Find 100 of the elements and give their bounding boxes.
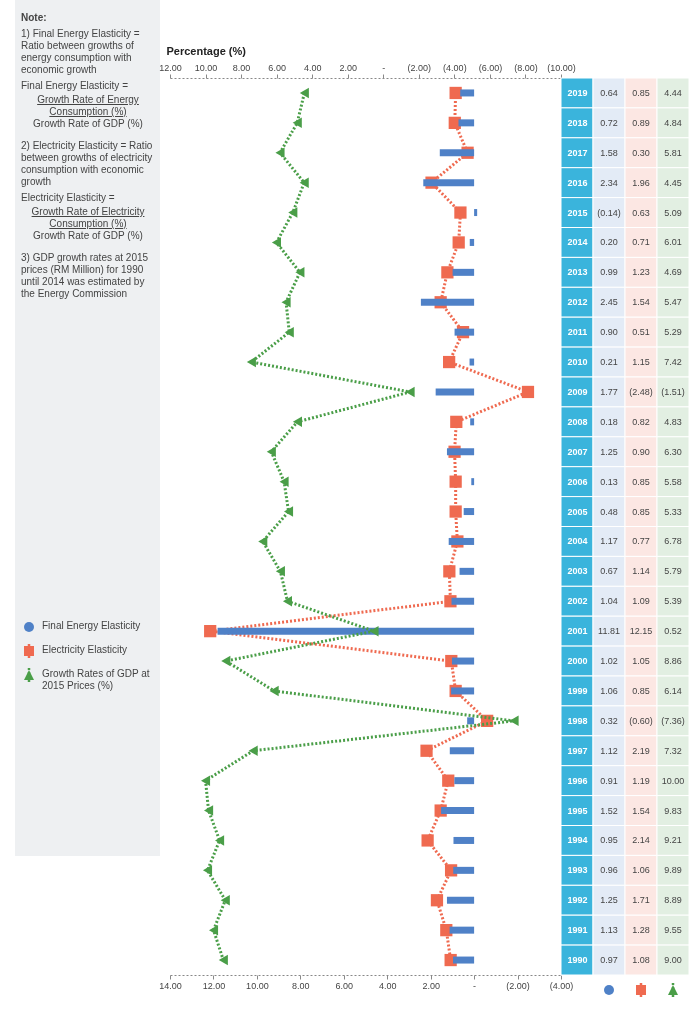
data-label: 0.52 — [664, 626, 682, 637]
point — [218, 954, 228, 966]
data-label: 0.82 — [632, 416, 650, 427]
bar — [449, 926, 475, 934]
y-tick-label: 2016 — [567, 177, 588, 188]
data-label: 1.19 — [632, 775, 650, 786]
point — [450, 415, 463, 428]
point — [204, 625, 217, 638]
data-label: 0.64 — [600, 87, 618, 98]
point — [288, 207, 298, 218]
point — [443, 565, 456, 578]
data-label: 1.06 — [600, 685, 618, 696]
bar — [435, 388, 475, 396]
data-label: 2.19 — [632, 745, 650, 756]
data-label: 1.23 — [632, 267, 650, 278]
data-label: 0.30 — [632, 147, 650, 158]
y-tick-label: 2013 — [567, 267, 588, 278]
data-label: 0.48 — [600, 506, 618, 517]
data-label: 1.96 — [632, 177, 650, 188]
data-label: 0.21 — [600, 357, 618, 368]
data-label: 5.39 — [664, 596, 682, 607]
y-tick-label: 2012 — [567, 297, 588, 308]
data-label: 2.45 — [600, 297, 618, 308]
data-label: 0.67 — [600, 566, 618, 577]
text: Growth Rate of GDP (%) — [33, 118, 143, 130]
data-label: 0.95 — [600, 835, 618, 846]
point — [275, 147, 285, 158]
bar — [467, 717, 475, 725]
x-tick-label: 4.00 — [378, 980, 397, 991]
x-tick-label: (4.00) — [549, 980, 574, 991]
data-label: 1.28 — [632, 925, 650, 936]
bar — [454, 328, 475, 336]
data-label: 0.85 — [632, 87, 650, 98]
data-label: 7.32 — [664, 745, 682, 756]
y-tick-label: 1992 — [567, 895, 588, 906]
data-label: (1.51) — [661, 386, 685, 397]
data-label: 9.89 — [664, 865, 682, 876]
data-label: 0.85 — [632, 476, 650, 487]
bar — [458, 119, 475, 127]
data-label: 0.89 — [632, 117, 650, 128]
data-label: 9.21 — [664, 835, 682, 846]
data-label: 9.83 — [664, 805, 682, 816]
y-tick-label: 2004 — [567, 536, 588, 547]
bar — [449, 747, 475, 755]
y-tick-label: 2017 — [567, 147, 588, 158]
text: 2) Electricity Elasticity = Ratio between growths of electricity consumption with economic growth — [21, 140, 154, 188]
bar — [459, 567, 475, 575]
point — [258, 536, 268, 547]
bar — [441, 807, 475, 815]
data-label: 4.83 — [664, 416, 682, 427]
bar — [451, 597, 475, 605]
data-label: 0.99 — [600, 267, 618, 278]
bar — [453, 866, 475, 874]
data-label: 1.54 — [632, 805, 650, 816]
y-tick-label: 1994 — [567, 835, 588, 846]
data-label: 0.85 — [632, 506, 650, 517]
y-tick-label: 1998 — [567, 715, 588, 726]
y-tick-label: 2000 — [567, 656, 588, 667]
point — [369, 625, 379, 637]
x2-tick-label: (8.00) — [514, 62, 538, 73]
data-label: 0.20 — [600, 237, 618, 248]
x2-tick-label: 2.00 — [339, 62, 357, 73]
data-label: (0.60) — [629, 715, 653, 726]
bar — [448, 537, 475, 545]
data-label: 1.52 — [600, 805, 618, 816]
point — [201, 775, 211, 786]
data-label: 10.00 — [661, 775, 685, 786]
data-label: 0.18 — [600, 416, 618, 427]
data-label: 12.15 — [629, 626, 653, 637]
bar — [454, 777, 475, 785]
point — [202, 865, 213, 876]
y-tick-label: 2001 — [567, 626, 588, 637]
point — [441, 266, 454, 279]
point — [420, 744, 433, 757]
bar — [446, 448, 475, 456]
bar — [451, 687, 475, 695]
text: Note: — [21, 12, 47, 23]
x2-axis-title: Percentage (%) — [166, 44, 247, 57]
point — [271, 237, 281, 248]
data-label: 5.29 — [664, 327, 682, 338]
bar — [439, 149, 475, 157]
data-label: 1.05 — [632, 656, 650, 667]
point — [215, 835, 225, 846]
data-label: 0.97 — [600, 955, 618, 966]
data-label: 0.51 — [632, 327, 650, 338]
data-label: 0.71 — [632, 237, 650, 248]
y-tick-label: 2003 — [567, 566, 588, 577]
data-label: 5.58 — [664, 476, 682, 487]
data-label: 4.69 — [664, 267, 682, 278]
bar — [463, 508, 475, 516]
y-tick-label: 2002 — [567, 596, 588, 607]
point — [449, 475, 462, 488]
x-tick-label: 6.00 — [335, 980, 354, 991]
data-label: 5.47 — [664, 297, 682, 308]
data-label: 6.01 — [664, 237, 682, 248]
bar — [470, 418, 475, 426]
point — [209, 924, 219, 936]
x-tick-label: (2.00) — [506, 980, 530, 991]
point — [221, 655, 231, 667]
data-label: 11.81 — [598, 626, 620, 637]
